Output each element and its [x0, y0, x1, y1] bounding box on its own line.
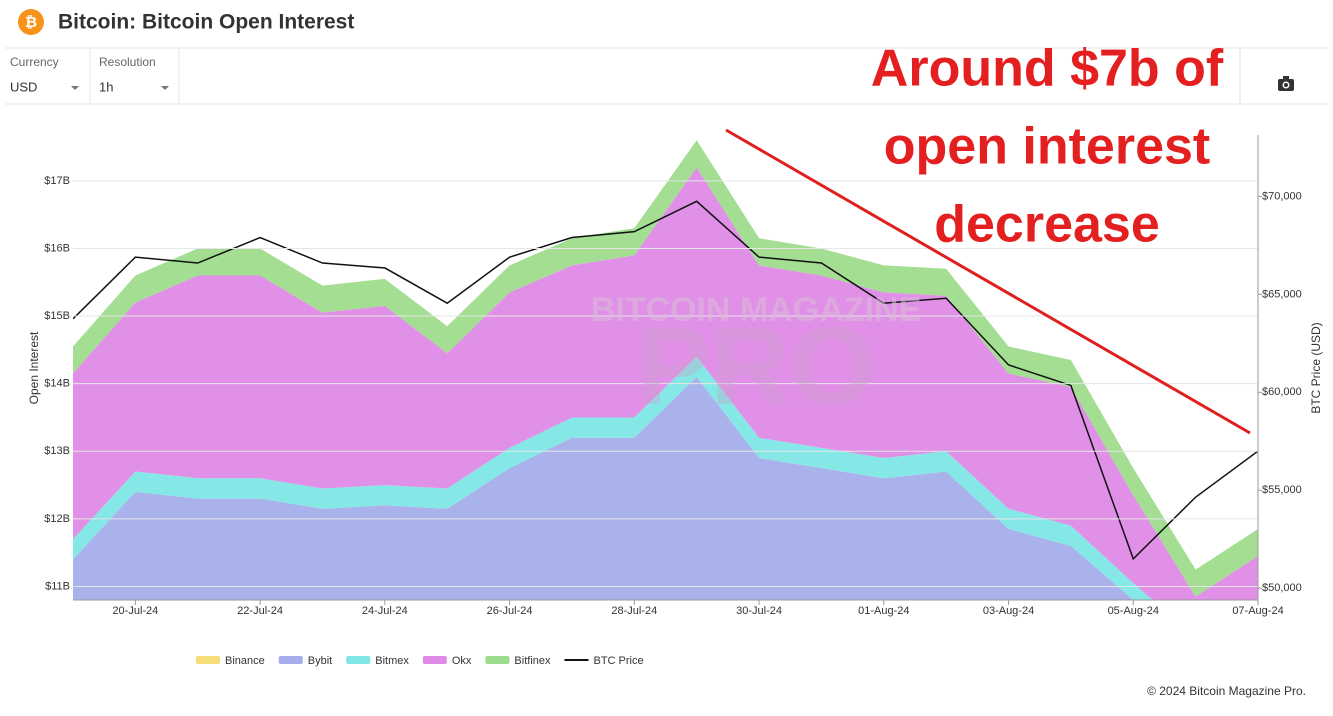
- y2-tick-label: $70,000: [1262, 190, 1302, 202]
- y-tick-label: $13B: [44, 445, 70, 457]
- y-tick-label: $14B: [44, 378, 70, 390]
- bitcoin-icon: [18, 9, 44, 35]
- price-line: [73, 200, 1258, 561]
- legend-swatch: [346, 656, 371, 664]
- y-axis-title: Open Interest: [27, 331, 41, 404]
- y2-tick-label: $60,000: [1262, 386, 1302, 398]
- x-tick-label: 26-Jul-24: [487, 605, 533, 617]
- legend-swatch: [278, 656, 303, 664]
- legend-label: BTC Price: [594, 655, 644, 667]
- annotation: decrease: [934, 196, 1160, 254]
- x-tick-label: 01-Aug-24: [858, 605, 909, 617]
- resolution-label: Resolution: [99, 55, 156, 69]
- x-tick-label: 05-Aug-24: [1108, 605, 1159, 617]
- y-tick-label: $15B: [44, 310, 70, 322]
- legend-item[interactable]: Binance: [196, 655, 265, 667]
- y2-axis-title: BTC Price (USD): [1309, 322, 1323, 413]
- legend-item[interactable]: Okx: [422, 655, 472, 667]
- annotation: open interest: [884, 118, 1211, 176]
- x-tick-label: 20-Jul-24: [112, 605, 158, 617]
- x-tick-label: 22-Jul-24: [237, 605, 283, 617]
- annotation: Around $7b of: [871, 40, 1224, 98]
- bitcoin-icon-glyph: ₿: [25, 14, 37, 31]
- currency-select[interactable]: USD: [10, 79, 37, 94]
- x-tick-label: 30-Jul-24: [736, 605, 782, 617]
- x-tick-label: 07-Aug-24: [1232, 605, 1283, 617]
- legend-swatch: [422, 656, 447, 664]
- resolution-select[interactable]: 1h: [99, 79, 113, 94]
- currency-label: Currency: [10, 55, 59, 69]
- y2-tick-label: $55,000: [1262, 484, 1302, 496]
- y2-tick-label: $65,000: [1262, 288, 1302, 300]
- watermark: PRO: [637, 305, 875, 428]
- y-tick-label: $12B: [44, 513, 70, 525]
- legend-label: Bitmex: [375, 655, 409, 667]
- y-tick-label: $16B: [44, 242, 70, 254]
- legend-label: Okx: [452, 655, 472, 667]
- area-1: [73, 376, 1134, 600]
- x-tick-label: 03-Aug-24: [983, 605, 1034, 617]
- legend-item[interactable]: Bitfinex: [485, 655, 551, 667]
- copyright: © 2024 Bitcoin Magazine Pro.: [1147, 684, 1306, 698]
- legend-label: Binance: [225, 655, 265, 667]
- legend-item[interactable]: Bybit: [278, 655, 332, 667]
- legend-item[interactable]: BTC Price: [564, 655, 644, 667]
- y-tick-label: $11B: [45, 580, 70, 592]
- dropdown-arrow[interactable]: [71, 86, 79, 90]
- legend-swatch: [196, 656, 220, 664]
- page-title: Bitcoin: Bitcoin Open Interest: [58, 11, 354, 34]
- x-tick-label: 24-Jul-24: [362, 605, 408, 617]
- y-tick-label: $17B: [44, 175, 70, 187]
- legend-swatch: [485, 656, 510, 664]
- dropdown-arrow[interactable]: [161, 86, 169, 90]
- legend-item[interactable]: Bitmex: [346, 655, 409, 667]
- x-tick-label: 28-Jul-24: [611, 605, 657, 617]
- legend-label: Bitfinex: [514, 655, 551, 667]
- y2-tick-label: $50,000: [1262, 582, 1302, 594]
- legend-label: Bybit: [308, 655, 332, 667]
- camera-button[interactable]: [1278, 76, 1294, 91]
- watermark: BITCOIN MAGAZINE: [591, 291, 922, 329]
- trend-arrow: [725, 128, 1251, 435]
